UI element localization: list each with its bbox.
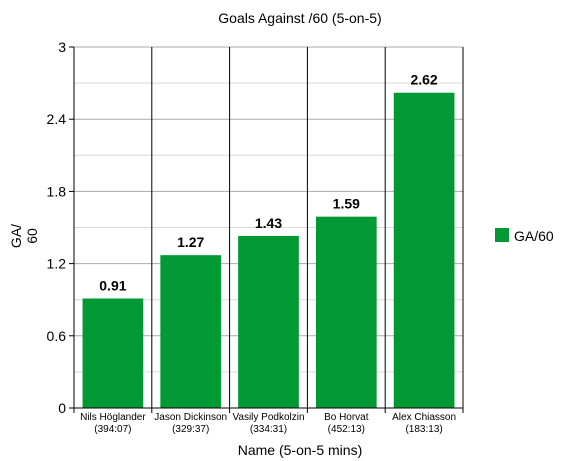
- y-axis-label-line-2: 60: [24, 228, 40, 244]
- axes: [73, 47, 463, 409]
- y-tick-label: 3: [58, 39, 66, 55]
- y-tick-labels: 0 0.6 1.2 1.8 2.4 3: [47, 39, 67, 416]
- legend: GA/60: [495, 228, 554, 244]
- x-category-name: Vasily Podkolzin: [232, 412, 304, 423]
- x-category-minutes: (183:13): [405, 424, 442, 435]
- bar: [393, 92, 455, 408]
- bar-value-label: 2.62: [410, 72, 437, 88]
- bar-value-label: 0.91: [99, 277, 126, 293]
- y-tick-label: 1.2: [47, 256, 67, 272]
- x-category-minutes: (394:07): [94, 424, 131, 435]
- bar-value-label: 1.43: [255, 215, 282, 231]
- y-tick-label: 0: [58, 400, 66, 416]
- x-category-minutes: (334:31): [250, 424, 287, 435]
- chart-title: Goals Against /60 (5-on-5): [218, 10, 381, 26]
- legend-swatch: [495, 228, 509, 242]
- bars: 0.91 1.27 1.43 1.59 2.62: [82, 72, 455, 408]
- x-category-name: Nils Höglander: [80, 412, 146, 423]
- y-tick-label: 0.6: [47, 328, 67, 344]
- x-axis-label: Name (5-on-5 mins): [238, 442, 362, 458]
- y-axis-label-line-1: GA/: [8, 224, 24, 248]
- bar: [160, 255, 222, 408]
- x-category-labels: Nils Höglander(394:07) Jason Dickinson(32…: [80, 412, 456, 435]
- x-category-name: Alex Chiasson: [392, 412, 456, 423]
- bar: [82, 298, 144, 408]
- x-category-minutes: (329:37): [172, 424, 209, 435]
- x-category-name: Bo Horvat: [324, 412, 369, 423]
- legend-label: GA/60: [514, 228, 554, 244]
- y-tick-label: 1.8: [47, 183, 67, 199]
- bar: [238, 235, 299, 408]
- bar-value-label: 1.59: [333, 196, 360, 212]
- bar-value-label: 1.27: [177, 234, 204, 250]
- bar: [315, 216, 377, 408]
- x-category-name: Jason Dickinson: [154, 412, 227, 423]
- y-tick-label: 2.4: [47, 111, 67, 127]
- x-category-minutes: (452:13): [328, 424, 365, 435]
